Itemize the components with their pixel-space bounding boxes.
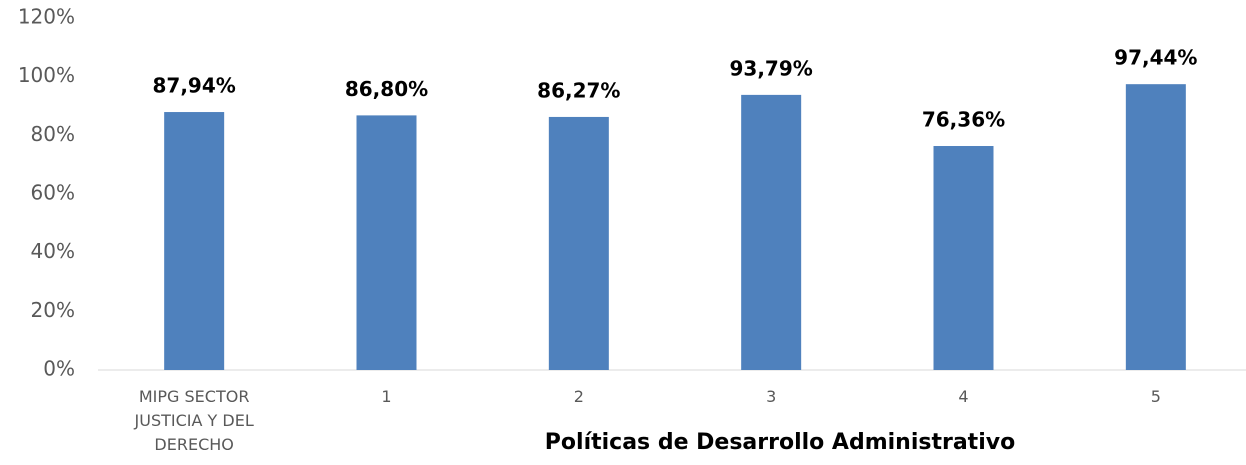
x-tick-label: 4 [958,387,969,406]
data-label: 86,27% [537,78,620,102]
y-tick-label: 60% [31,181,75,205]
bar [356,115,417,371]
y-tick-label: 0% [43,357,75,381]
y-tick-label: 80% [31,122,75,146]
data-label: 97,44% [1114,46,1197,70]
bar [164,112,225,370]
data-label: 93,79% [730,56,813,80]
y-tick-label: 100% [18,63,75,87]
bar [741,94,802,371]
bar [933,146,994,370]
x-tick-label: 1 [381,387,392,406]
x-tick-label: 2 [573,387,584,406]
data-label: 86,80% [345,77,428,101]
bar [1125,84,1186,371]
x-tick-label: 3 [766,387,777,406]
y-tick-label: 40% [31,239,75,263]
data-label: 87,94% [153,74,236,98]
y-tick-label: 120% [18,5,75,29]
data-label: 76,36% [922,108,1005,132]
x-tick-label: 5 [1150,387,1161,406]
x-axis-title: Políticas de Desarrollo Administrativo [545,430,1015,455]
bar [548,116,609,370]
y-tick-label: 20% [31,298,75,322]
x-tick-label: MIPG SECTOR JUSTICIA Y DEL DERECHO [134,387,254,454]
